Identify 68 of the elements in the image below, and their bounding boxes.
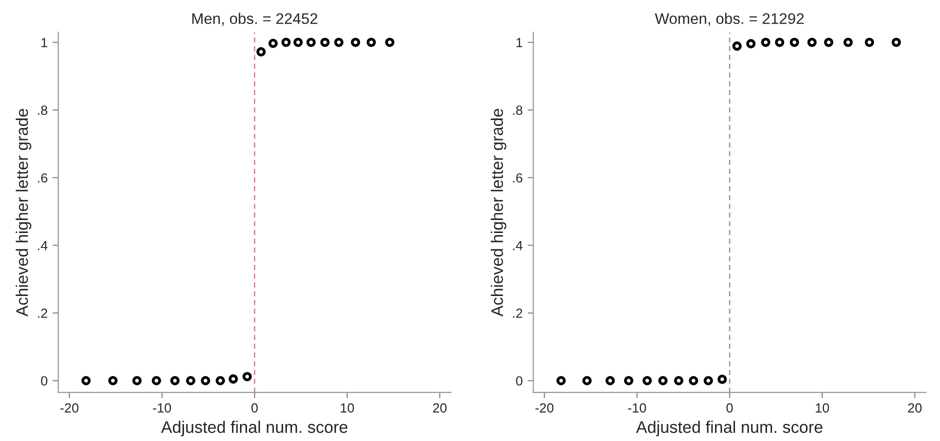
- y-tick-label: .8: [38, 106, 48, 115]
- point: [746, 39, 756, 48]
- point: [268, 38, 278, 48]
- point: [334, 38, 344, 47]
- y-tick-label: 0: [516, 376, 522, 386]
- y-axis-title: Achieved higher letter grade: [490, 108, 506, 317]
- x-tick-label: 0: [726, 403, 733, 413]
- point: [624, 376, 634, 386]
- y-tick-label: .8: [513, 106, 522, 115]
- point: [152, 376, 162, 386]
- x-tick-label: 20: [433, 403, 447, 413]
- point: [688, 376, 698, 386]
- x-tick-label: 20: [908, 403, 922, 413]
- point: [186, 376, 196, 386]
- point: [790, 38, 800, 47]
- x-tick-label: 0: [251, 403, 258, 413]
- x-tick-label: -10: [153, 403, 171, 413]
- point: [774, 38, 784, 47]
- point: [843, 38, 853, 47]
- point: [306, 38, 316, 47]
- point: [642, 376, 652, 386]
- point: [807, 38, 817, 47]
- chart-title: Women, obs. = 21292: [654, 12, 804, 26]
- point: [170, 376, 180, 386]
- chart-title: Men, obs. = 22452: [192, 12, 318, 26]
- x-tick-label: 10: [340, 403, 354, 413]
- point: [732, 41, 742, 51]
- point: [281, 38, 291, 47]
- point: [761, 38, 770, 47]
- point: [606, 376, 615, 386]
- point: [293, 38, 303, 47]
- y-tick-label: .6: [513, 173, 522, 183]
- point: [132, 376, 142, 386]
- y-axis-title: Achieved higher letter grade: [16, 108, 32, 317]
- x-axis-title: Adjusted final num. score: [636, 420, 822, 436]
- y-tick-label: .6: [38, 173, 48, 183]
- y-tick-label: 1: [516, 38, 522, 48]
- point: [81, 376, 91, 386]
- point: [200, 376, 210, 386]
- x-tick-label: -20: [535, 403, 554, 413]
- point: [704, 376, 713, 386]
- point: [674, 376, 684, 386]
- y-tick-label: 0: [41, 376, 48, 386]
- y-tick-label: .2: [513, 308, 522, 318]
- point: [892, 38, 901, 47]
- point: [864, 38, 874, 47]
- x-axis-title: Adjusted final num. score: [161, 420, 348, 436]
- point: [556, 376, 566, 386]
- x-tick-label: -20: [60, 403, 78, 413]
- point: [824, 38, 834, 47]
- point: [228, 374, 238, 384]
- point: [385, 38, 394, 47]
- y-tick-label: .4: [513, 241, 523, 250]
- y-tick-label: .2: [38, 308, 48, 318]
- y-tick-label: .4: [38, 241, 48, 250]
- point: [582, 376, 592, 386]
- point: [718, 374, 727, 384]
- point: [658, 376, 668, 386]
- y-tick-label: 1: [42, 38, 48, 48]
- point: [350, 38, 360, 47]
- point: [216, 376, 225, 386]
- point: [320, 38, 330, 47]
- point: [108, 376, 118, 386]
- point: [366, 38, 376, 47]
- point: [242, 372, 252, 382]
- x-tick-label: -10: [628, 403, 646, 413]
- point: [256, 47, 266, 56]
- x-tick-label: 10: [816, 403, 830, 413]
